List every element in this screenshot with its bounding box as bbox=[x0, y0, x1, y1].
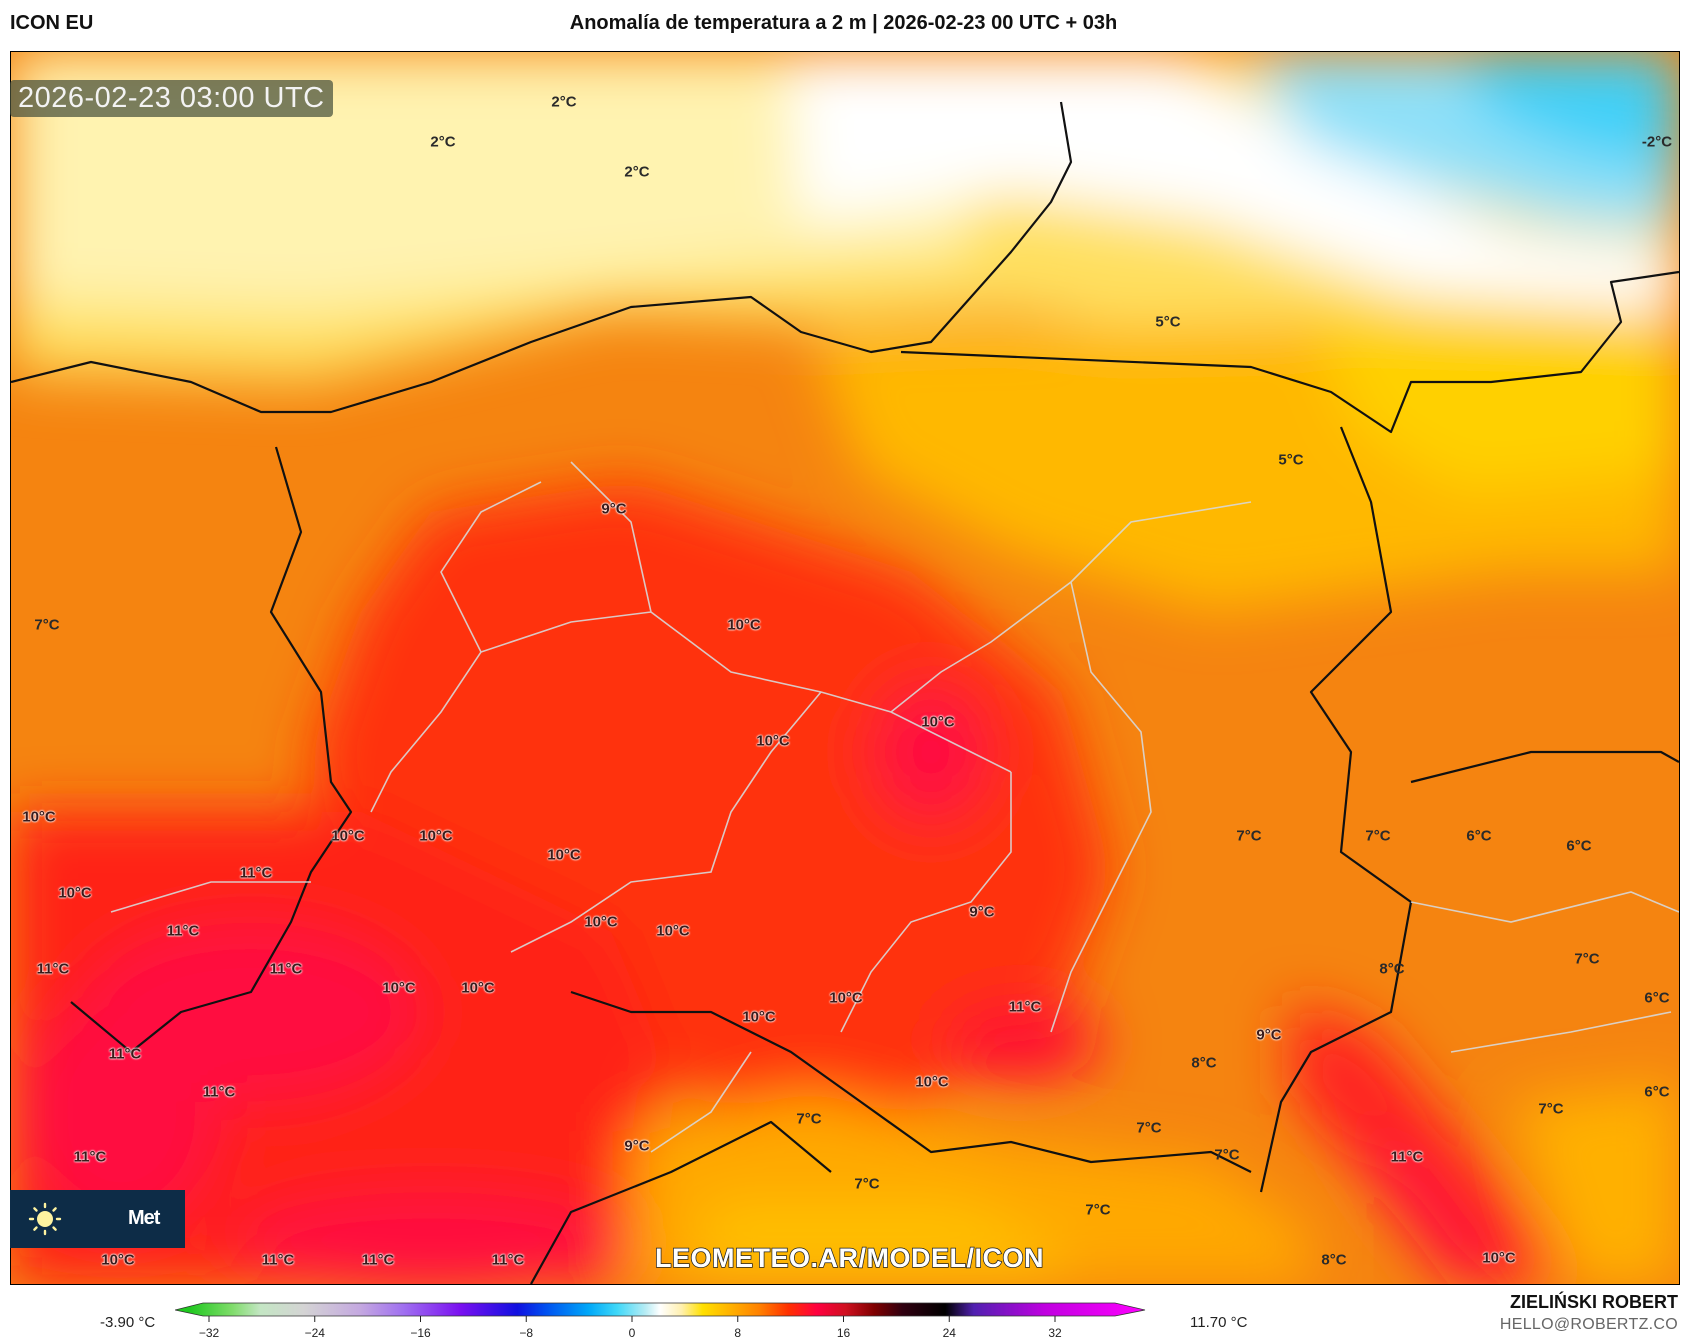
colorbar-tick-label: 8 bbox=[734, 1326, 742, 1340]
temperature-label: 9°C bbox=[624, 1137, 650, 1155]
temperature-label: 10°C bbox=[742, 1008, 776, 1026]
temperature-label: 7°C bbox=[1236, 827, 1262, 845]
brand-text: Met bbox=[128, 1207, 160, 1229]
colorbar bbox=[175, 1302, 1146, 1322]
temperature-label: 11°C bbox=[108, 1045, 142, 1063]
temperature-label: 8°C bbox=[1379, 960, 1405, 978]
colorbar-tick-label: −8 bbox=[519, 1326, 534, 1340]
source-watermark: LEOMETEO.AR/MODEL/ICON bbox=[654, 1242, 1044, 1274]
temperature-label: 11°C bbox=[239, 864, 273, 882]
temperature-label: 10°C bbox=[584, 913, 618, 931]
model-name: ICON EU bbox=[10, 12, 94, 34]
temperature-label: 11°C bbox=[261, 1251, 295, 1269]
temperature-label: 6°C bbox=[1566, 837, 1592, 855]
temperature-label: 11°C bbox=[166, 922, 200, 940]
temperature-label: 11°C bbox=[1390, 1148, 1424, 1166]
temperature-label: 7°C bbox=[1365, 827, 1391, 845]
colorbar-tick-label: −32 bbox=[198, 1326, 220, 1340]
temperature-label: 9°C bbox=[1256, 1026, 1282, 1044]
temperature-label: 10°C bbox=[921, 713, 955, 731]
temperature-label: 11°C bbox=[202, 1083, 236, 1101]
temperature-label: 10°C bbox=[419, 827, 453, 845]
colorbar-tick-label: 0 bbox=[628, 1326, 636, 1340]
colorbar-tick-label: −16 bbox=[410, 1326, 431, 1340]
temperature-label: 10°C bbox=[829, 989, 863, 1007]
temperature-label: 10°C bbox=[22, 808, 56, 826]
temperature-label: 11°C bbox=[491, 1251, 525, 1269]
temperature-label: 5°C bbox=[1278, 451, 1304, 469]
temperature-label: 2°C bbox=[624, 163, 650, 181]
author-email[interactable]: HELLO@ROBERTZ.CO bbox=[1499, 1316, 1678, 1333]
temperature-label: 11°C bbox=[361, 1251, 395, 1269]
temperature-label: 7°C bbox=[854, 1175, 880, 1193]
temperature-label: 11°C bbox=[1008, 998, 1042, 1016]
valid-time-badge: 2026-02-23 03:00 UTC bbox=[10, 80, 333, 117]
temperature-label: 6°C bbox=[1644, 989, 1670, 1007]
author-name: ZIELIŃSKI ROBERT bbox=[1509, 1292, 1678, 1312]
temperature-label: 9°C bbox=[601, 500, 627, 518]
chart-title: Anomalía de temperatura a 2 m | 2026-02-… bbox=[569, 12, 1118, 34]
temperature-label: 11°C bbox=[269, 960, 303, 978]
temperature-label: 2°C bbox=[551, 93, 577, 111]
temperature-label: 10°C bbox=[727, 616, 761, 634]
anomaly-field bbox=[11, 52, 1679, 1284]
temperature-label: -2°C bbox=[1641, 133, 1673, 151]
temperature-label: 10°C bbox=[461, 979, 495, 997]
temperature-label: 10°C bbox=[656, 922, 690, 940]
temperature-label: 10°C bbox=[1482, 1249, 1516, 1267]
temperature-label: 8°C bbox=[1321, 1251, 1347, 1269]
temperature-label: 10°C bbox=[547, 846, 581, 864]
temperature-label: 10°C bbox=[915, 1073, 949, 1091]
colorbar-max-label: 11.70 °C bbox=[1190, 1314, 1248, 1331]
temperature-label: 7°C bbox=[1538, 1100, 1564, 1118]
temperature-label: 11°C bbox=[36, 960, 70, 978]
colorbar-min-label: -3.90 °C bbox=[100, 1314, 156, 1331]
temperature-label: 7°C bbox=[1214, 1146, 1240, 1164]
temperature-anomaly-map[interactable]: 2°C 2°C 2°C -2°C 5°C 5°C 9°C 7°C 10°C 10°C 10°C 10°… bbox=[10, 51, 1680, 1285]
brand-logo-box[interactable]: Met bbox=[10, 1190, 185, 1248]
temperature-label: 10°C bbox=[756, 732, 790, 750]
temperature-label: 7°C bbox=[1574, 950, 1600, 968]
temperature-label: 10°C bbox=[331, 827, 365, 845]
sun-icon bbox=[28, 1202, 62, 1236]
temperature-label: 10°C bbox=[58, 884, 92, 902]
colorbar-tick-label: −24 bbox=[304, 1326, 325, 1340]
temperature-label: 5°C bbox=[1155, 313, 1181, 331]
temperature-label: 7°C bbox=[796, 1110, 822, 1128]
colorbar-tick-label: 24 bbox=[942, 1326, 956, 1340]
temperature-label: 6°C bbox=[1644, 1083, 1670, 1101]
temperature-label: 6°C bbox=[1466, 827, 1492, 845]
temperature-label: 9°C bbox=[969, 903, 995, 921]
temperature-label: 11°C bbox=[73, 1148, 107, 1166]
temperature-label: 10°C bbox=[101, 1251, 135, 1269]
colorbar-tick-label: 16 bbox=[836, 1326, 851, 1340]
temperature-label: 2°C bbox=[430, 133, 456, 151]
temperature-label: 7°C bbox=[34, 616, 60, 634]
temperature-label: 8°C bbox=[1191, 1054, 1217, 1072]
temperature-label: 7°C bbox=[1136, 1119, 1162, 1137]
colorbar-tick-label: 32 bbox=[1048, 1326, 1062, 1340]
temperature-label: 7°C bbox=[1085, 1201, 1111, 1219]
temperature-label: 10°C bbox=[382, 979, 416, 997]
